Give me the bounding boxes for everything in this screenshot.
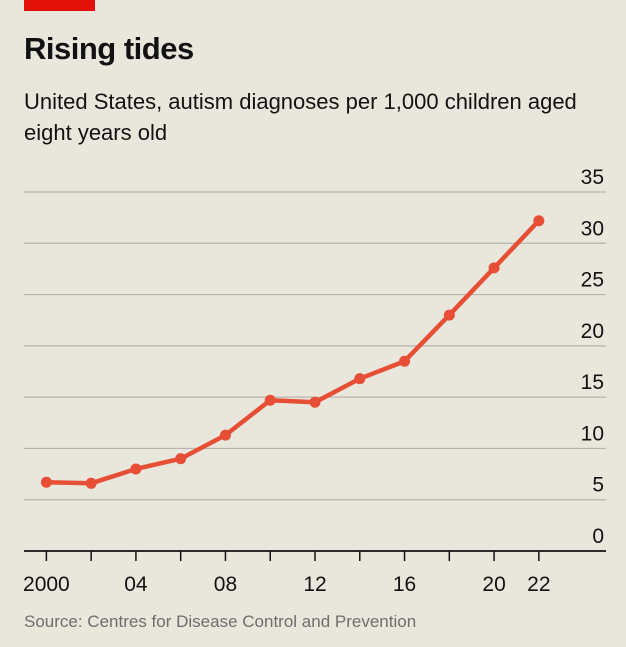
series-line-0 (44, 218, 542, 486)
y-tick-label-10: 10 (581, 422, 604, 445)
x-tick-label-2012: 12 (303, 573, 326, 596)
y-tick-label-15: 15 (581, 371, 604, 394)
x-tick-label-2000: 2000 (23, 573, 70, 596)
x-tick-label-2008: 08 (214, 573, 237, 596)
data-point-2004 (130, 463, 142, 475)
data-point-2020 (488, 262, 500, 274)
y-tick-label-25: 25 (581, 269, 604, 292)
y-tick-label-35: 35 (581, 166, 604, 189)
brand-accent-bar (24, 0, 95, 11)
data-point-2022 (533, 215, 545, 227)
y-tick-label-0: 0 (592, 525, 604, 548)
data-point-2012 (309, 396, 321, 408)
gridlines (24, 191, 606, 501)
x-tick-label-2016: 16 (393, 573, 416, 596)
y-axis-ticks: 0 5 10 15 20 25 30 35 (581, 166, 604, 548)
data-point-2006 (175, 453, 187, 465)
chart-title: Rising tides (24, 31, 194, 66)
chart-subtitle: United States, autism diagnoses per 1,00… (24, 89, 577, 145)
y-tick-label-20: 20 (581, 320, 604, 343)
series (40, 215, 545, 489)
data-point-2010 (264, 394, 276, 406)
x-tick-label-2004: 04 (124, 573, 148, 596)
y-tick-label-5: 5 (592, 474, 604, 497)
data-point-2014 (354, 373, 366, 385)
data-point-2002 (85, 477, 97, 489)
data-point-2016 (399, 355, 411, 367)
y-tick-label-30: 30 (581, 217, 604, 240)
x-tick-label-2022: 22 (527, 573, 550, 596)
x-tick-label-2020: 20 (482, 573, 505, 596)
data-point-2018 (443, 309, 455, 321)
data-point-2008 (219, 429, 231, 441)
chart-source: Source: Centres for Disease Control and … (24, 612, 417, 631)
data-point-2000 (40, 476, 52, 488)
x-axis: 2000 04 08 12 16 20 22 (23, 550, 606, 596)
